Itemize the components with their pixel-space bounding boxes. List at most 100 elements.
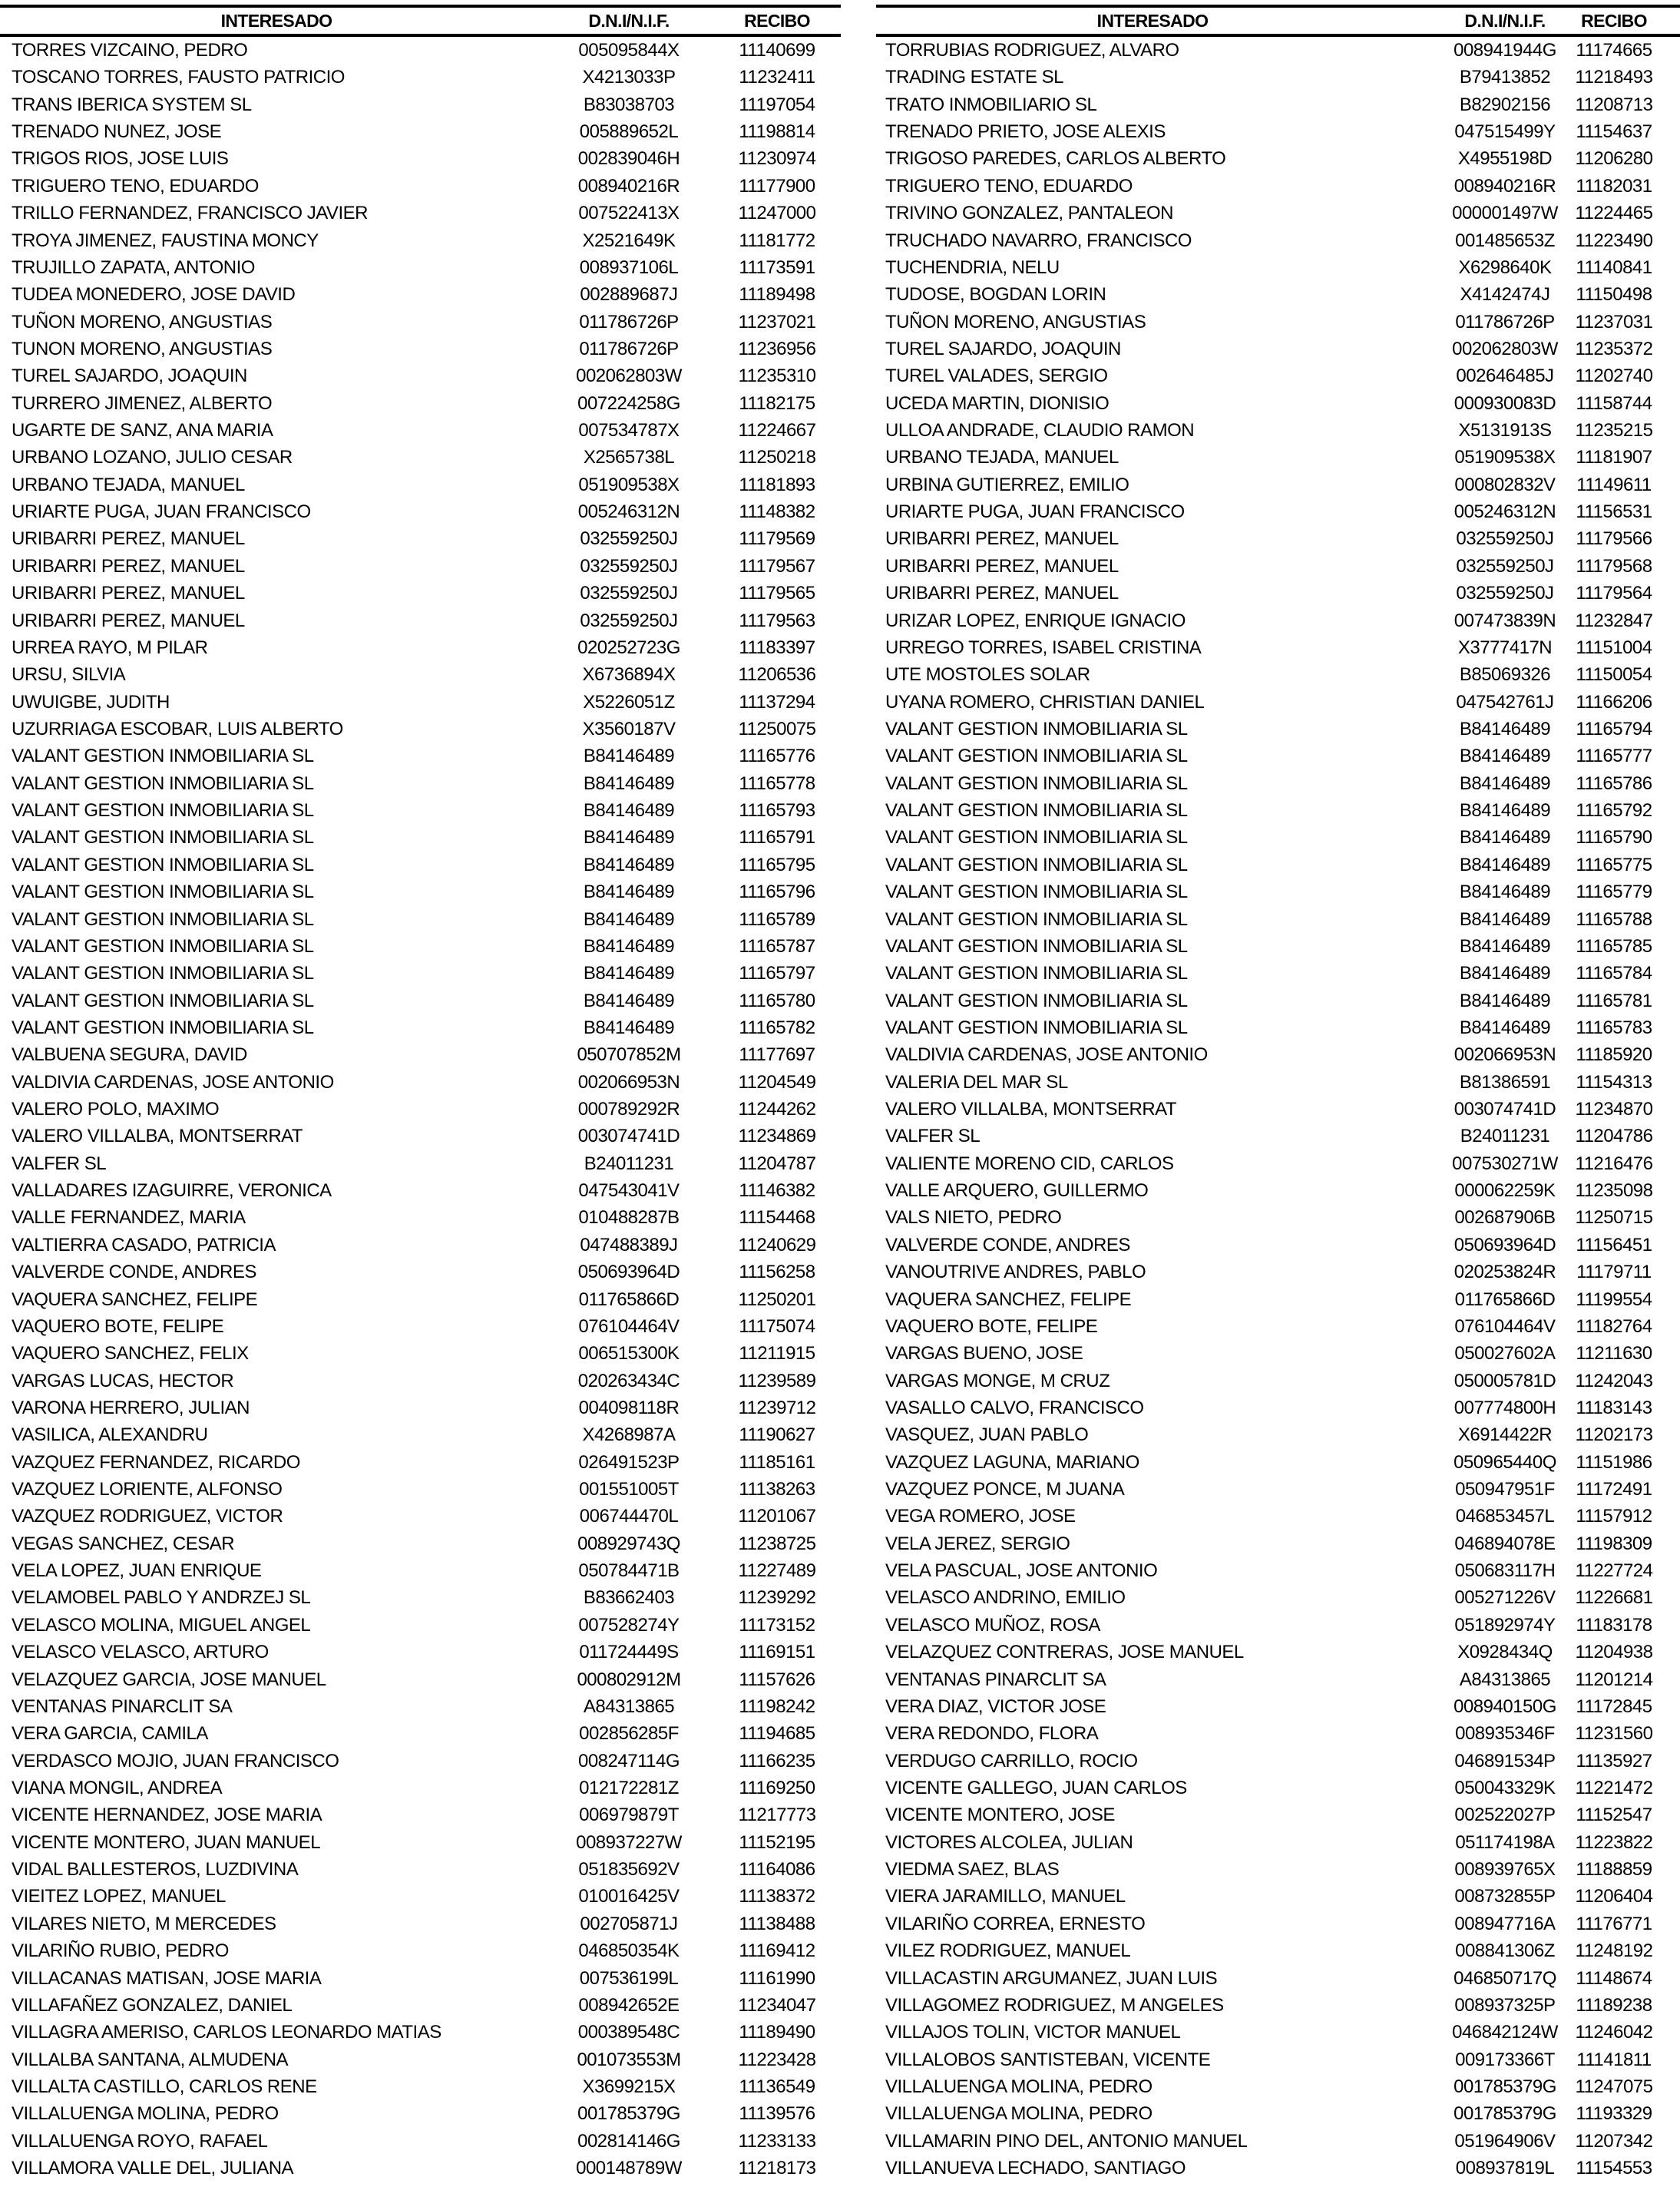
table-row: VICENTE MONTERO, JUAN MANUEL 008937227W 11… — [0, 1829, 841, 1856]
recibo-cell: 11179565 — [739, 583, 815, 604]
dni-cell: B83038703 — [583, 94, 675, 115]
table-row: VELA LOPEZ, JUAN ENRIQUE 050784471B 112274… — [0, 1557, 841, 1584]
name-cell: VALANT GESTION INMOBILIARIA SL — [885, 800, 1188, 822]
table-row: TUREL SAJARDO, JOAQUIN 002062803W 11235310 — [0, 362, 841, 389]
dni-cell: 006979879T — [579, 1805, 679, 1826]
table-row: VALDIVIA CARDENAS, JOSE ANTONIO 002066953… — [0, 1069, 841, 1096]
table-row: VALLADARES IZAGUIRRE, VERONICA 047543041V… — [0, 1177, 841, 1204]
dni-cell: A84313865 — [1459, 1669, 1551, 1690]
name-cell: VIEITEZ LOPEZ, MANUEL — [12, 1886, 226, 1907]
dni-cell: 007534787X — [578, 420, 680, 442]
name-cell: VILLAGOMEZ RODRIGUEZ, M ANGELES — [885, 1994, 1224, 2016]
table-row: VALANT GESTION INMOBILIARIA SL B84146489 1… — [0, 770, 841, 797]
name-cell: VALLE ARQUERO, GUILLERMO — [885, 1180, 1149, 1202]
dni-cell: 050027602A — [1454, 1343, 1556, 1365]
dni-cell: 076104464V — [578, 1315, 680, 1337]
table-row: VALTIERRA CASADO, PATRICIA 047488389J 1124… — [0, 1232, 841, 1259]
name-cell: TOSCANO TORRES, FAUSTO PATRICIO — [12, 67, 345, 88]
name-cell: VALANT GESTION INMOBILIARIA SL — [12, 854, 314, 875]
name-cell: VALS NIETO, PEDRO — [885, 1207, 1062, 1229]
recibo-cell: 11250075 — [738, 718, 817, 739]
recibo-cell: 11198242 — [739, 1695, 815, 1717]
dni-cell: B84146489 — [583, 1017, 675, 1038]
table-row: VALS NIETO, PEDRO 002687906B 11250715 — [876, 1204, 1680, 1231]
recibo-cell: 11154637 — [1576, 121, 1652, 143]
name-cell: VALANT GESTION INMOBILIARIA SL — [885, 882, 1188, 903]
table-row: TUÑON MORENO, ANGUSTIAS 011786726P 1123702… — [0, 309, 841, 336]
dni-cell: 050693964D — [1453, 1234, 1556, 1255]
name-cell: VAQUERA SANCHEZ, FELIPE — [12, 1289, 258, 1310]
dni-cell: 002522027P — [1454, 1805, 1556, 1826]
table-row: VEGA ROMERO, JOSE 046853457L 11157912 — [876, 1503, 1680, 1530]
dni-cell: B83662403 — [583, 1587, 675, 1609]
recibo-cell: 11207342 — [1575, 2130, 1654, 2152]
name-cell: VALANT GESTION INMOBILIARIA SL — [12, 908, 314, 930]
dni-cell: 000802832V — [1454, 474, 1556, 495]
dni-cell: 002839046H — [577, 148, 680, 170]
name-cell: VILLANUEVA LECHADO, SANTIAGO — [885, 2158, 1186, 2179]
recibo-cell: 11177900 — [739, 175, 815, 197]
table-row: VENTANAS PINARCLIT SA A84313865 11198242 — [0, 1693, 841, 1720]
name-cell: TRIGOS RIOS, JOSE LUIS — [12, 148, 229, 170]
name-cell: VERDUGO CARRILLO, ROCIO — [885, 1750, 1138, 1772]
dni-cell: 005246312N — [577, 501, 680, 523]
table-row: VAQUERO SANCHEZ, FELIX 006515300K 11211915 — [0, 1340, 841, 1367]
table-row: VAQUERO BOTE, FELIPE 076104464V 11182764 — [876, 1313, 1680, 1340]
dni-cell: 002062803W — [576, 366, 682, 387]
name-cell: VELAMOBEL PABLO Y ANDRZEJ SL — [12, 1587, 311, 1609]
recibo-cell: 11183397 — [739, 637, 815, 658]
dni-cell: 007522413X — [578, 203, 680, 224]
table-row: TRATO INMOBILIARIO SL B82902156 11208713 — [876, 91, 1680, 118]
recibo-cell: 11201214 — [1575, 1669, 1654, 1690]
name-cell: VALANT GESTION INMOBILIARIA SL — [12, 800, 314, 822]
recibo-cell: 11141811 — [1576, 2049, 1652, 2070]
recibo-cell: 11188859 — [1576, 1859, 1652, 1881]
table-row: URBANO TEJADA, MANUEL 051909538X 11181907 — [876, 444, 1680, 471]
table-row: TURRERO JIMENEZ, ALBERTO 007224258G 111821… — [0, 390, 841, 417]
dni-cell: B84146489 — [583, 882, 675, 903]
name-cell: TRIVINO GONZALEZ, PANTALEON — [885, 203, 1174, 224]
name-cell: VILARIÑO RUBIO, PEDRO — [12, 1940, 229, 1962]
recibo-cell: 11206536 — [738, 664, 817, 686]
table-row: URIBARRI PEREZ, MANUEL 032559250J 11179569 — [0, 525, 841, 552]
dni-cell: 008937325P — [1454, 1994, 1556, 2016]
name-cell: VILARES NIETO, M MERCEDES — [12, 1913, 276, 1934]
table-row: VILLACANAS MATISAN, JOSE MARIA 007536199L… — [0, 1965, 841, 1992]
dni-cell: 051174198A — [1455, 1831, 1555, 1853]
table-row: URSU, SILVIA X6736894X 11206536 — [0, 661, 841, 688]
table-row: URBANO TEJADA, MANUEL 051909538X 11181893 — [0, 471, 841, 498]
table-row: VILARES NIETO, M MERCEDES 002705871J 11138… — [0, 1910, 841, 1937]
dni-cell: X4268987A — [582, 1424, 676, 1446]
dni-cell: 008940216R — [577, 175, 680, 197]
name-cell: VALANT GESTION INMOBILIARIA SL — [885, 772, 1188, 794]
name-cell: URIZAR LOPEZ, ENRIQUE IGNACIO — [885, 610, 1186, 631]
table-row: VELA JEREZ, SERGIO 046894078E 11198309 — [876, 1530, 1680, 1557]
recibo-cell: 11165787 — [739, 935, 815, 957]
name-cell: VERDASCO MOJIO, JUAN FRANCISCO — [12, 1750, 339, 1772]
table-row: VILLAMORA VALLE DEL, JULIANA 000148789W 11… — [0, 2155, 841, 2182]
dni-cell: 047543041V — [578, 1180, 680, 1202]
table-row: VALANT GESTION INMOBILIARIA SL B84146489 1… — [876, 743, 1680, 769]
dni-cell: 008935346F — [1455, 1723, 1555, 1745]
table-row: VALVERDE CONDE, ANDRES 050693964D 11156258 — [0, 1259, 841, 1285]
dni-cell: 001073553M — [577, 2049, 681, 2070]
name-cell: VILLAMARIN PINO DEL, ANTONIO MANUEL — [885, 2130, 1248, 2152]
recibo-cell: 11231560 — [1575, 1723, 1654, 1745]
dni-cell: 008942652E — [578, 1994, 680, 2016]
dni-cell: B81386591 — [1459, 1071, 1551, 1093]
recibo-cell: 11223822 — [1575, 1831, 1654, 1853]
dni-cell: 007224258G — [577, 392, 680, 414]
table-row: VILLAMARIN PINO DEL, ANTONIO MANUEL 05196… — [876, 2128, 1680, 2155]
dni-cell: X3699215X — [582, 2076, 676, 2097]
dni-cell: B84146489 — [583, 746, 675, 767]
table-row: VALANT GESTION INMOBILIARIA SL B84146489 1… — [876, 987, 1680, 1014]
recibo-cell: 11242043 — [1575, 1370, 1654, 1391]
table-row: VAQUERO BOTE, FELIPE 076104464V 11175074 — [0, 1313, 841, 1340]
table-row: VIEDMA SAEZ, BLAS 008939765X 11188859 — [876, 1856, 1680, 1883]
recibo-cell: 11235098 — [1575, 1180, 1654, 1202]
name-cell: TRIGUERO TENO, EDUARDO — [12, 175, 259, 197]
name-cell: TRILLO FERNANDEZ, FRANCISCO JAVIER — [12, 203, 368, 224]
table-row: URBANO LOZANO, JULIO CESAR X2565738L 11250… — [0, 444, 841, 471]
dni-cell: A84313865 — [583, 1695, 675, 1717]
recibo-cell: 11161990 — [739, 1967, 815, 1989]
